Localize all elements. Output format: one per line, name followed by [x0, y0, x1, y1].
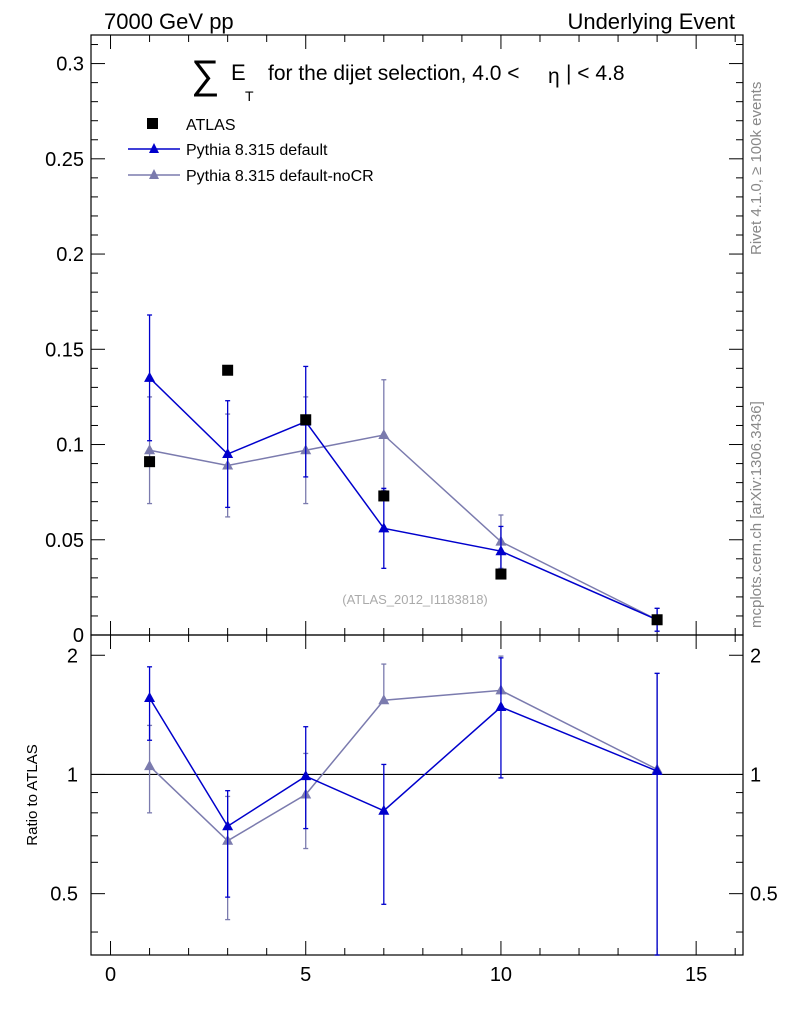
- legend-atlas-label: ATLAS: [186, 117, 236, 134]
- y-tick-label-main: 0.1: [56, 435, 84, 457]
- y-tick-label-main: 0.3: [56, 54, 84, 76]
- axes: 0 5 10 15 0 0.05 0.1 0.15 0.2 0.25 0.3 0.5 0.5 1 1 2 2: [45, 35, 778, 986]
- x-tick-label: 5: [300, 964, 311, 986]
- triangle-marker: [144, 760, 156, 771]
- y-tick-label-ratio-right: 2: [750, 645, 761, 667]
- ratio-plot-frame: [90, 634, 744, 956]
- title-sum-symbol: ∑: [191, 53, 220, 97]
- triangle-marker: [651, 765, 663, 776]
- atlas-data-point: [144, 456, 156, 468]
- legend-default-label: Pythia 8.315 default: [186, 142, 328, 159]
- triangle-marker: [495, 701, 507, 712]
- y-tick-label-main: 0.25: [45, 149, 84, 171]
- triangle-marker: [378, 522, 390, 533]
- triangle-marker: [144, 444, 156, 455]
- title-text: for the dijet selection, 4.0 <: [268, 62, 520, 85]
- y-tick-label-main: 0: [73, 625, 84, 647]
- triangle-marker: [144, 371, 156, 382]
- analysis-watermark: (ATLAS_2012_I1183818): [342, 592, 488, 607]
- legend-atlas-marker: [147, 118, 158, 129]
- mcplots-label: mcplots.cern.ch [arXiv:1306.3436]: [748, 401, 765, 628]
- x-tick-label: 10: [490, 964, 512, 986]
- title-variable: E: [231, 60, 246, 85]
- atlas-data-point: [300, 414, 312, 426]
- ratio-series: [144, 655, 663, 956]
- triangle-marker: [378, 429, 390, 439]
- title-tail: | < 4.8: [566, 62, 625, 85]
- legend-default-marker: [149, 143, 159, 153]
- main-series: [144, 314, 663, 632]
- triangle-marker: [222, 448, 234, 459]
- y-tick-label-ratio-right: 1: [750, 764, 761, 786]
- triangle-marker: [495, 545, 507, 556]
- atlas-data-point: [378, 490, 390, 502]
- y-tick-label-ratio-left: 0.5: [50, 884, 78, 906]
- title-eta: η: [548, 65, 560, 88]
- atlas-data-point: [495, 568, 507, 580]
- y-tick-label-main: 0.15: [45, 339, 84, 361]
- plot-title: ∑ E T for the dijet selection, 4.0 < η |…: [191, 53, 625, 104]
- triangle-marker: [378, 804, 390, 815]
- rivet-label: Rivet 4.1.0, ≥ 100k events: [748, 82, 765, 255]
- x-tick-label: 15: [685, 964, 707, 986]
- triangle-marker: [300, 770, 312, 781]
- triangle-marker: [222, 820, 234, 831]
- y-tick-label-ratio-right: 0.5: [750, 884, 778, 906]
- header-right: Underlying Event: [567, 9, 735, 34]
- series-line: [149, 377, 658, 621]
- series-line: [149, 434, 658, 621]
- ratio-ylabel: Ratio to ATLAS: [24, 744, 41, 845]
- triangle-marker: [378, 694, 390, 705]
- y-tick-label-main: 0.2: [56, 244, 84, 266]
- atlas-data-point: [222, 364, 234, 376]
- title-subscript: T: [245, 88, 254, 104]
- ratio-series-line: [149, 689, 658, 842]
- atlas-data-point: [651, 614, 663, 626]
- x-tick-label: 0: [105, 964, 116, 986]
- y-tick-label-main: 0.05: [45, 530, 84, 552]
- legend-nocr-label: Pythia 8.315 default-noCR: [186, 168, 374, 185]
- header-left: 7000 GeV pp: [104, 9, 234, 34]
- y-tick-label-ratio-left: 1: [67, 764, 78, 786]
- ratio-series-line: [148, 697, 658, 828]
- legend: ATLAS Pythia 8.315 default Pythia 8.315 …: [128, 117, 374, 185]
- triangle-marker: [144, 691, 156, 702]
- y-tick-label-ratio-left: 2: [67, 645, 78, 667]
- legend-nocr-marker: [149, 169, 159, 179]
